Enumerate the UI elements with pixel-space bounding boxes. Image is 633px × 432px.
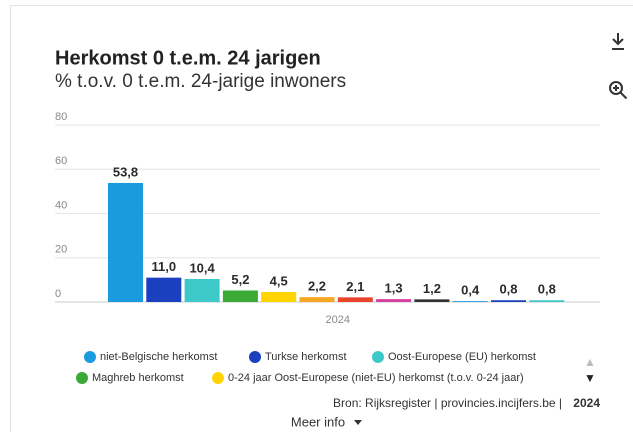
legend-label: Oost-Europese (EU) herkomst <box>388 351 536 363</box>
value-label: 11,0 <box>152 259 177 274</box>
value-label: 1,2 <box>423 281 441 296</box>
x-tick-label: 2024 <box>326 314 350 326</box>
legend-label: Turkse herkomst <box>265 351 347 363</box>
legend-label: 0-24 jaar Oost-Europese (niet-EU) herkom… <box>228 372 524 384</box>
legend-label: Maghreb herkomst <box>92 372 184 384</box>
value-label: 0,8 <box>499 282 517 297</box>
more-info[interactable]: Meer info <box>291 414 345 429</box>
y-tick-label: 80 <box>55 111 67 123</box>
more-info-arrow[interactable] <box>354 420 362 425</box>
bar <box>261 292 297 302</box>
value-label: 5,2 <box>231 272 249 287</box>
value-label: 53,8 <box>113 164 138 179</box>
bar <box>414 299 450 302</box>
bar <box>452 301 488 302</box>
legend-swatch <box>212 372 224 384</box>
chart-subtitle: % t.o.v. 0 t.e.m. 24-jarige inwoners <box>55 71 346 92</box>
value-label: 2,2 <box>308 279 326 294</box>
bar <box>376 299 412 302</box>
value-label: 10,4 <box>189 260 215 275</box>
download-icon[interactable] <box>612 33 624 50</box>
bar <box>299 297 335 302</box>
value-label: 2,1 <box>346 279 364 294</box>
legend-label: niet-Belgische herkomst <box>100 351 217 363</box>
bar <box>337 297 373 302</box>
y-tick-label: 60 <box>55 155 67 167</box>
bar <box>184 278 220 302</box>
card <box>10 5 633 432</box>
chart-title: Herkomst 0 t.e.m. 24 jarigen <box>55 47 321 69</box>
value-label: 4,5 <box>270 273 288 288</box>
value-label: 1,3 <box>385 281 403 296</box>
bar <box>222 290 258 302</box>
value-label: 0,4 <box>461 283 480 298</box>
legend-next[interactable]: ▼ <box>584 371 596 385</box>
bar <box>146 277 182 302</box>
source-year: 2024 <box>573 396 600 410</box>
legend-swatch <box>249 351 261 363</box>
y-tick-label: 0 <box>55 288 61 300</box>
legend-prev[interactable]: ▲ <box>584 355 596 369</box>
y-tick-label: 20 <box>55 244 67 256</box>
legend-swatch <box>84 351 96 363</box>
value-label: 0,8 <box>538 282 556 297</box>
zoom-icon[interactable] <box>609 81 628 100</box>
source: Bron: Rijksregister | provincies.incijfe… <box>333 396 562 410</box>
y-tick-label: 40 <box>55 199 67 211</box>
legend-swatch <box>76 372 88 384</box>
bar <box>491 300 526 302</box>
legend-swatch <box>372 351 384 363</box>
bar <box>529 300 565 302</box>
bar <box>108 182 143 302</box>
